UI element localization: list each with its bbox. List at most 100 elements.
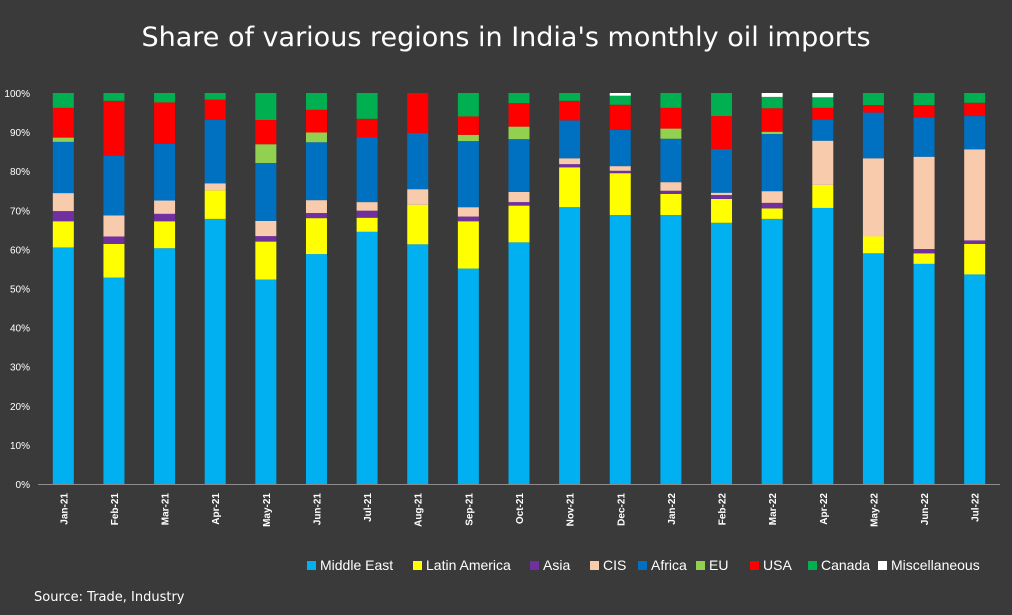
bar-segment-asia — [711, 195, 733, 199]
bar-segment-middle-east — [609, 214, 631, 484]
bar-segment-cis — [964, 149, 986, 241]
legend-label: Canada — [821, 557, 870, 573]
legend-label: Miscellaneous — [891, 557, 980, 573]
bar-segment-cis — [305, 200, 327, 214]
bar-segment-asia — [255, 236, 277, 242]
bar-segment-latin-america — [964, 243, 986, 275]
x-tick-label: Feb-22 — [718, 493, 729, 526]
x-tick-label: May-21 — [262, 493, 273, 527]
bar-segment-cis — [103, 215, 125, 237]
legend-swatch-africa — [638, 561, 647, 570]
bar-segment-asia — [913, 249, 935, 254]
bar-segment-cis — [913, 156, 935, 250]
x-tick-label: Aug-21 — [414, 493, 425, 527]
bar-segment-canada — [103, 93, 125, 101]
bar-segment-usa — [711, 116, 733, 149]
bar-segment-canada — [305, 93, 327, 110]
bar-segment-middle-east — [305, 254, 327, 484]
bar-segment-cis — [559, 158, 581, 165]
bar-segment-africa — [964, 116, 986, 150]
bar-segment-latin-america — [52, 221, 74, 248]
bar-segment-asia — [305, 213, 327, 219]
bar-segment-latin-america — [660, 193, 682, 215]
bar-segment-canada — [52, 93, 74, 108]
bar-segment-latin-america — [913, 253, 935, 264]
bar-segment-latin-america — [761, 208, 783, 219]
bar-segment-africa — [559, 120, 581, 159]
bar-segment-usa — [154, 102, 176, 144]
bar-segment-canada — [508, 93, 530, 104]
bar-segment-africa — [508, 139, 530, 192]
bar-segment-asia — [761, 202, 783, 209]
bar-segment-miscellaneous — [609, 93, 631, 96]
bar-segment-latin-america — [457, 221, 479, 269]
bar-segment-latin-america — [559, 167, 581, 208]
bar-segment-latin-america — [204, 190, 226, 219]
bar-segment-cis — [407, 189, 429, 205]
bar-segment-asia — [660, 190, 682, 194]
x-tick-label: Nov-21 — [566, 493, 577, 527]
x-tick-label: Apr-22 — [819, 493, 830, 525]
bar-segment-usa — [255, 119, 277, 145]
legend-label: Latin America — [426, 557, 511, 573]
bar-segment-africa — [761, 134, 783, 192]
bar-segment-canada — [154, 93, 176, 103]
y-tick-label: 10% — [10, 441, 30, 452]
bar-segment-canada — [761, 96, 783, 109]
bar-segment-cis — [255, 220, 277, 237]
bar-segment-asia — [508, 202, 530, 206]
legend-swatch-usa — [750, 561, 759, 570]
bar-segment-eu — [305, 132, 327, 143]
bar-segment-latin-america — [154, 221, 176, 249]
bar-segment-africa — [812, 119, 834, 141]
bar-segment-canada — [660, 93, 682, 108]
bar-segment-asia — [609, 170, 631, 174]
bar-segment-cis — [711, 192, 733, 196]
y-tick-label: 40% — [10, 324, 30, 335]
legend-swatch-middle-east — [307, 561, 316, 570]
x-tick-label: Sep-21 — [464, 493, 475, 526]
x-tick-label: Feb-21 — [110, 493, 121, 526]
legend-label: Africa — [651, 557, 687, 573]
legend-swatch-eu — [696, 561, 705, 570]
bar-segment-middle-east — [154, 248, 176, 484]
bar-segment-asia — [559, 164, 581, 168]
bar-segment-usa — [609, 104, 631, 130]
x-tick-label: Dec-21 — [616, 493, 627, 526]
bar-segment-latin-america — [862, 236, 884, 254]
bar-segment-canada — [559, 93, 581, 101]
bar-segment-latin-america — [356, 217, 378, 232]
bar-segment-africa — [52, 141, 74, 194]
bar-segment-canada — [711, 93, 733, 117]
bar-segment-middle-east — [913, 263, 935, 484]
x-tick-label: Mar-21 — [161, 493, 172, 526]
bar-segment-usa — [964, 102, 986, 117]
bar-segment-eu — [660, 128, 682, 139]
legend-label: Asia — [543, 557, 570, 573]
bar-segment-canada — [255, 93, 277, 120]
bar-segment-middle-east — [356, 231, 378, 484]
bar-segment-usa — [52, 107, 74, 138]
bar-segment-middle-east — [103, 277, 125, 484]
bar-segment-usa — [559, 100, 581, 121]
bar-segment-asia — [964, 240, 986, 244]
bar-segment-eu — [508, 126, 530, 140]
bar-segment-middle-east — [407, 244, 429, 484]
bar-segment-cis — [457, 207, 479, 217]
y-tick-label: 80% — [10, 167, 30, 178]
bar-segment-africa — [154, 143, 176, 201]
bar-segment-asia — [457, 216, 479, 222]
bar-segment-usa — [913, 105, 935, 118]
x-tick-label: Jun-22 — [920, 493, 931, 526]
legend-swatch-canada — [808, 561, 817, 570]
legend-label: EU — [709, 557, 728, 573]
bar-segment-middle-east — [812, 207, 834, 485]
bar-segment-latin-america — [812, 184, 834, 208]
bar-segment-africa — [913, 117, 935, 157]
bar-segment-africa — [862, 112, 884, 159]
bar-segment-middle-east — [52, 247, 74, 484]
bar-segment-miscellaneous — [761, 93, 783, 97]
y-tick-label: 60% — [10, 245, 30, 256]
bar-segment-eu — [255, 144, 277, 163]
